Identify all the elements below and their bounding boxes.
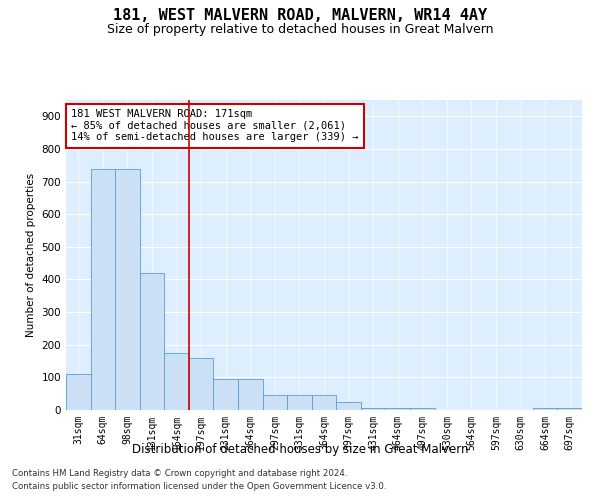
Text: 181 WEST MALVERN ROAD: 171sqm
← 85% of detached houses are smaller (2,061)
14% o: 181 WEST MALVERN ROAD: 171sqm ← 85% of d… xyxy=(71,110,359,142)
Bar xyxy=(164,353,189,410)
Bar xyxy=(557,408,582,410)
Bar xyxy=(189,358,214,410)
Text: Size of property relative to detached houses in Great Malvern: Size of property relative to detached ho… xyxy=(107,22,493,36)
Bar xyxy=(312,396,336,410)
Bar xyxy=(115,168,140,410)
Bar xyxy=(66,374,91,410)
Bar xyxy=(336,402,361,410)
Text: Contains public sector information licensed under the Open Government Licence v3: Contains public sector information licen… xyxy=(12,482,386,491)
Text: 181, WEST MALVERN ROAD, MALVERN, WR14 4AY: 181, WEST MALVERN ROAD, MALVERN, WR14 4A… xyxy=(113,8,487,22)
Text: Contains HM Land Registry data © Crown copyright and database right 2024.: Contains HM Land Registry data © Crown c… xyxy=(12,468,347,477)
Bar xyxy=(214,379,238,410)
Text: Distribution of detached houses by size in Great Malvern: Distribution of detached houses by size … xyxy=(132,442,468,456)
Bar xyxy=(410,408,434,410)
Y-axis label: Number of detached properties: Number of detached properties xyxy=(26,173,36,337)
Bar xyxy=(140,273,164,410)
Bar xyxy=(385,408,410,410)
Bar xyxy=(238,379,263,410)
Bar xyxy=(91,168,115,410)
Bar xyxy=(533,408,557,410)
Bar xyxy=(263,396,287,410)
Bar xyxy=(287,396,312,410)
Bar xyxy=(361,408,385,410)
